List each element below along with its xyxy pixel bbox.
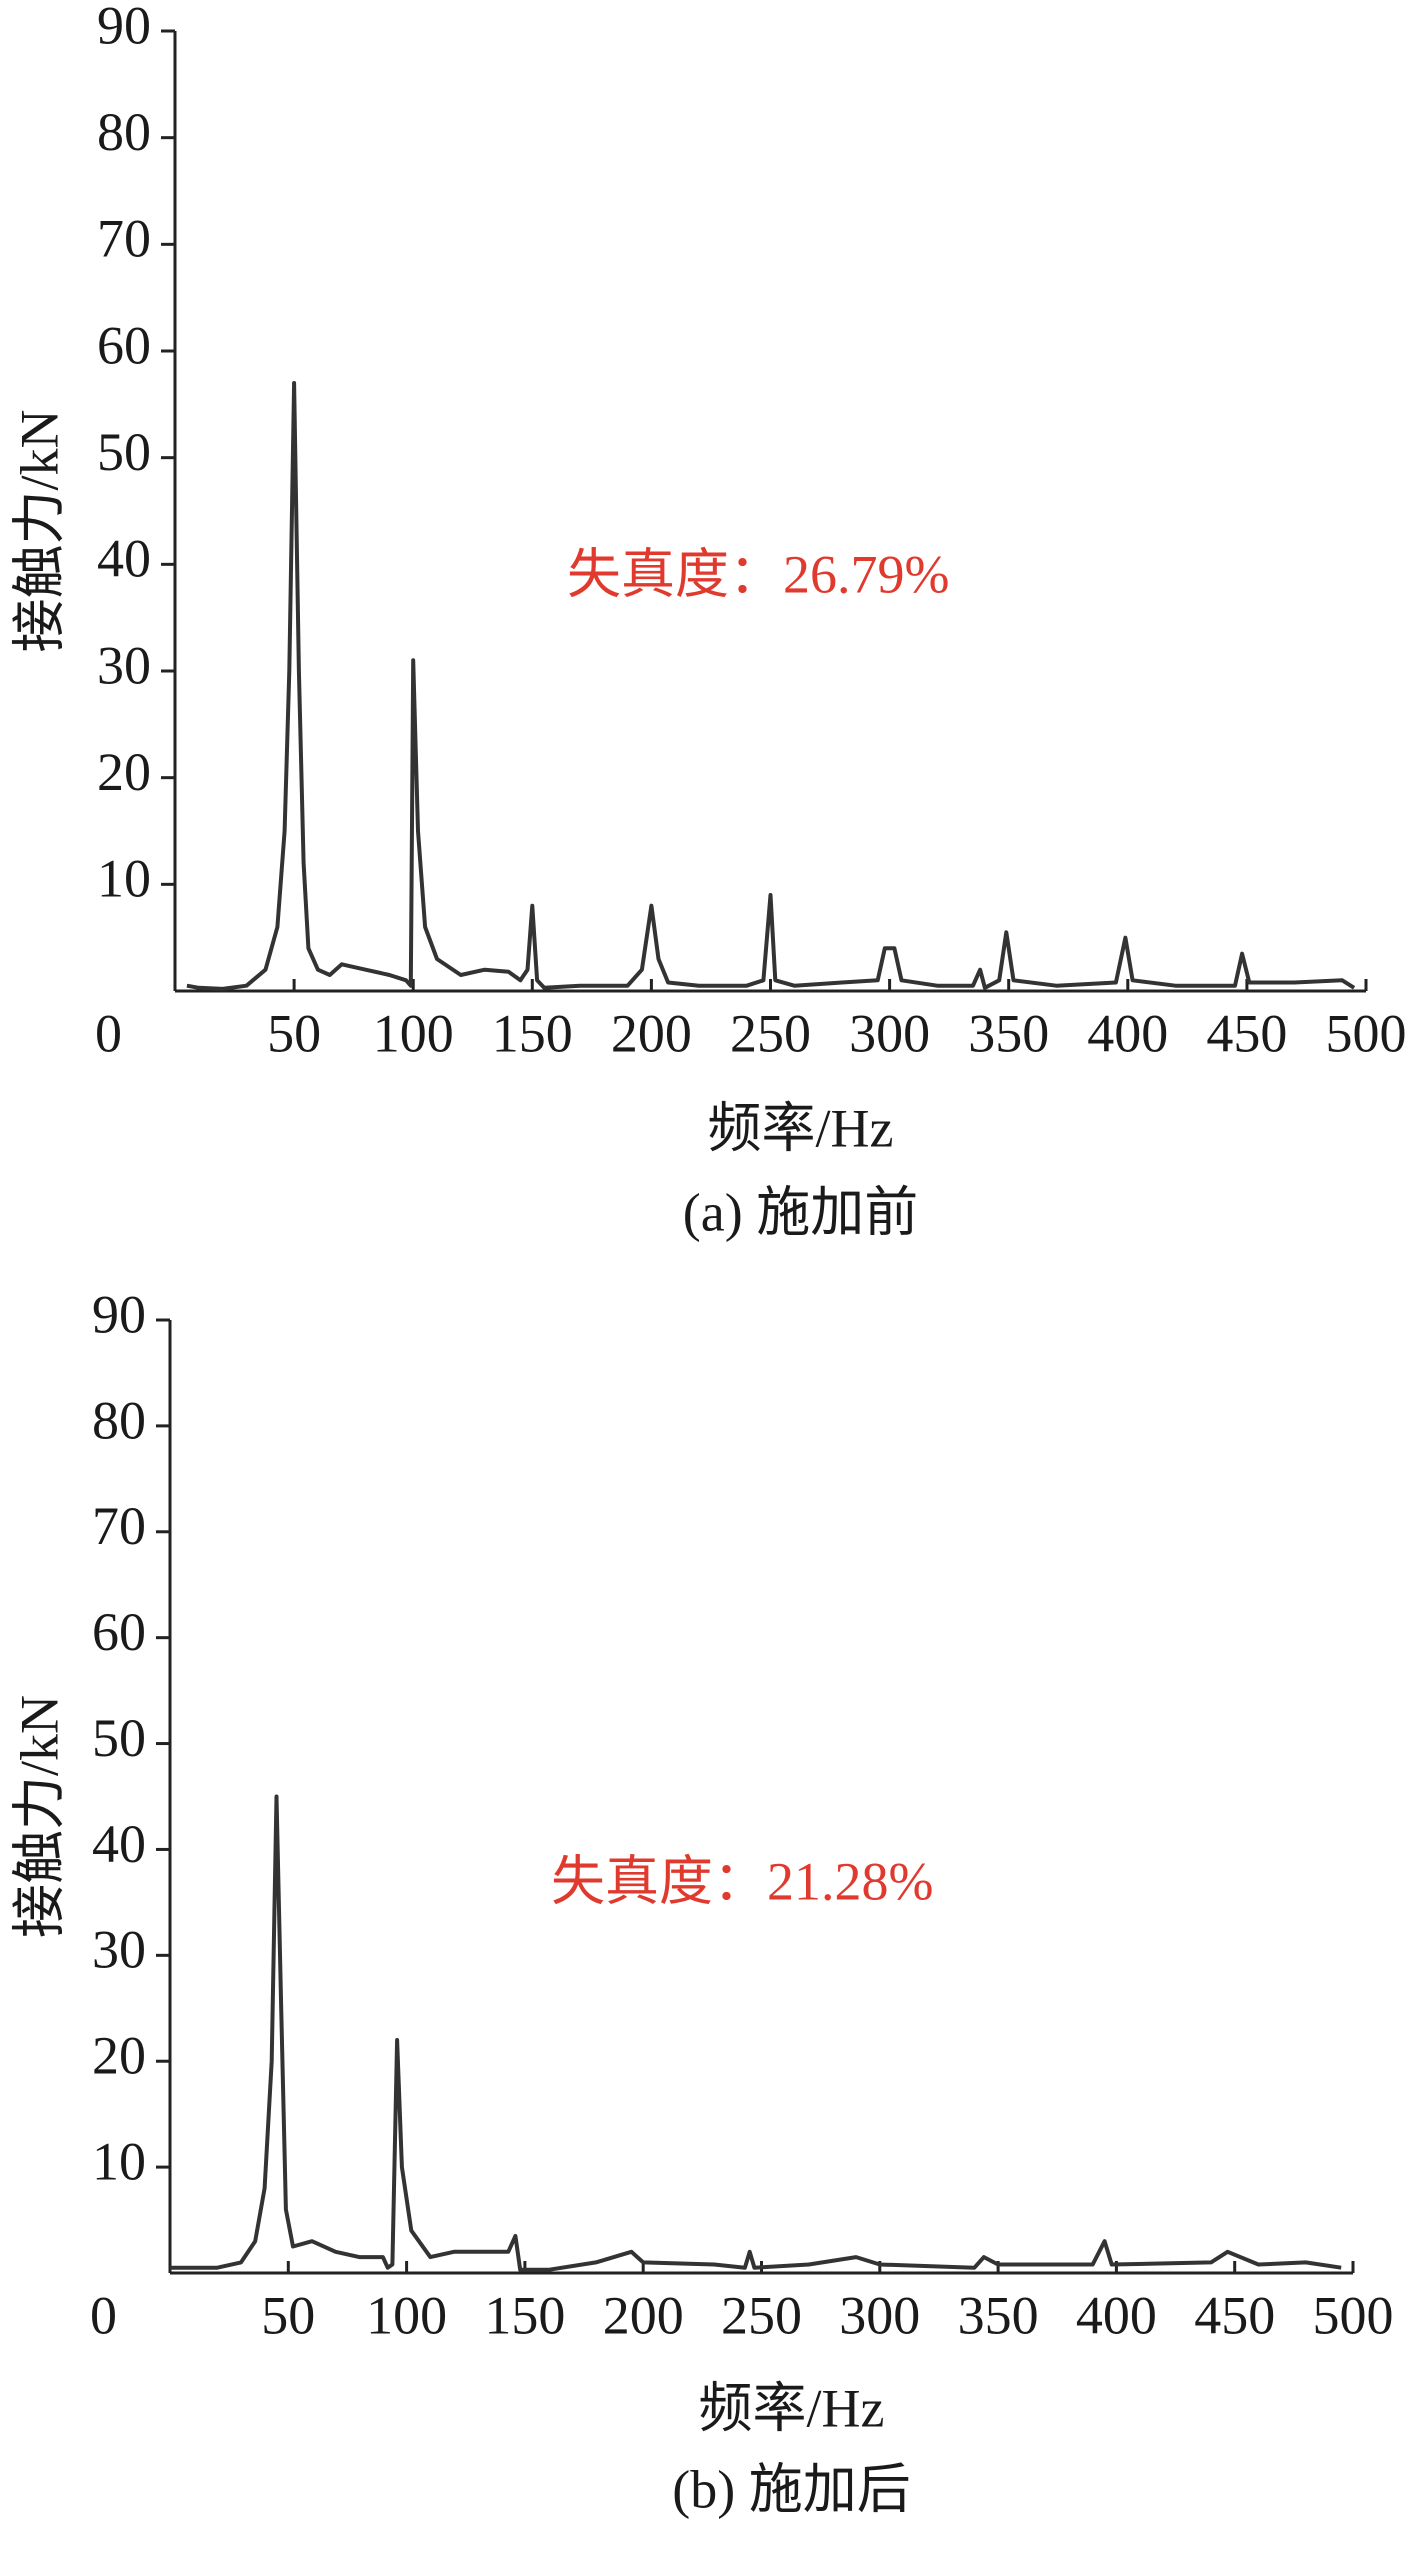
x-tick-label: 100 [366, 2285, 447, 2345]
y-tick-label: 80 [97, 102, 151, 162]
x-tick-label: 500 [1326, 1003, 1407, 1063]
y-tick-label: 20 [92, 2026, 146, 2086]
x-axis-label: 频率/Hz [699, 2378, 885, 2438]
data-line [170, 1794, 1342, 2272]
y-tick-label: 60 [97, 315, 151, 375]
x-tick-label: 500 [1313, 2285, 1394, 2345]
caption: (b) 施加后 [672, 2459, 910, 2519]
y-tick-label: 90 [97, 0, 151, 55]
y-tick-label: 30 [92, 1920, 146, 1980]
x-tick-label: 300 [849, 1003, 930, 1063]
y-tick-label: 10 [92, 2132, 146, 2192]
x-tick-label: 250 [721, 2285, 802, 2345]
x-tick-label: 200 [603, 2285, 684, 2345]
x-tick-label: 50 [267, 1003, 321, 1063]
y-tick-label: 40 [97, 529, 151, 589]
x-tick-label: 150 [492, 1003, 573, 1063]
x-tick-label: 400 [1087, 1003, 1168, 1063]
annotation: 失真度：26.79% [567, 544, 949, 604]
x-tick-label: 50 [261, 2285, 315, 2345]
y-tick-label: 70 [97, 209, 151, 269]
y-axis-label: 接触力/kN [9, 1695, 69, 1938]
x-tick-label: 400 [1076, 2285, 1157, 2345]
y-tick-label: 50 [92, 1708, 146, 1768]
annotation: 失真度：21.28% [551, 1851, 933, 1911]
y-tick-label: 30 [97, 635, 151, 695]
x-tick-label: 200 [611, 1003, 692, 1063]
y-tick-label: 80 [92, 1390, 146, 1450]
x-tick-label: 450 [1206, 1003, 1287, 1063]
y-tick-label: 60 [92, 1602, 146, 1662]
x-axis-label: 频率/Hz [708, 1098, 894, 1158]
y-tick-label: 50 [97, 422, 151, 482]
x-tick-label: 0 [90, 2285, 117, 2345]
x-tick-label: 0 [95, 1003, 122, 1063]
y-axis-label: 接触力/kN [9, 410, 69, 653]
x-tick-label: 350 [968, 1003, 1049, 1063]
y-tick-label: 70 [92, 1496, 146, 1556]
caption: (a) 施加前 [683, 1182, 918, 1242]
y-tick-label: 20 [97, 742, 151, 802]
x-tick-label: 150 [484, 2285, 565, 2345]
x-tick-label: 300 [839, 2285, 920, 2345]
data-line [186, 381, 1356, 991]
x-tick-label: 350 [958, 2285, 1039, 2345]
x-tick-label: 100 [373, 1003, 454, 1063]
y-tick-label: 40 [92, 1814, 146, 1874]
x-tick-label: 250 [730, 1003, 811, 1063]
y-tick-label: 90 [92, 1284, 146, 1344]
y-tick-label: 10 [97, 849, 151, 909]
x-tick-label: 450 [1194, 2285, 1275, 2345]
